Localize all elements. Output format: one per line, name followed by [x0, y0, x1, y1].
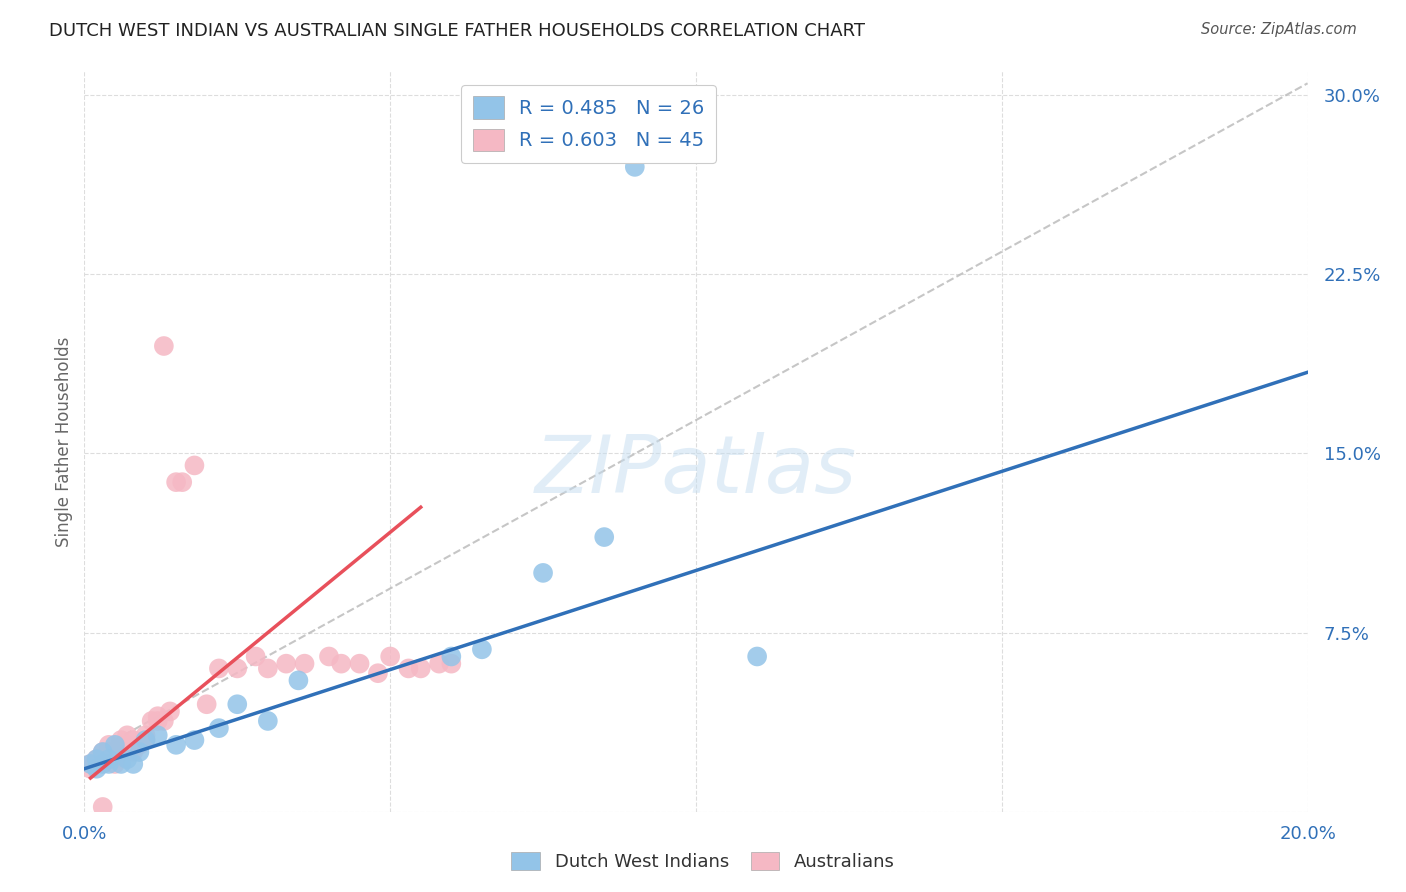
Point — [153, 714, 176, 728]
Point — [104, 738, 127, 752]
Point — [318, 649, 340, 664]
Point — [257, 661, 280, 675]
Text: DUTCH WEST INDIAN VS AUSTRALIAN SINGLE FATHER HOUSEHOLDS CORRELATION CHART: DUTCH WEST INDIAN VS AUSTRALIAN SINGLE F… — [49, 22, 865, 40]
Point — [91, 752, 114, 766]
Point — [531, 566, 554, 580]
Point — [172, 475, 194, 490]
Point — [183, 458, 205, 473]
Point — [440, 649, 463, 664]
Point — [86, 756, 108, 771]
Point — [367, 666, 389, 681]
Point — [471, 642, 494, 657]
Point — [97, 756, 120, 771]
Point — [398, 661, 420, 675]
Point — [110, 733, 132, 747]
Point — [409, 661, 432, 675]
Point — [110, 745, 132, 759]
Point — [141, 714, 163, 728]
Point — [208, 721, 231, 735]
Point — [183, 733, 205, 747]
Point — [115, 728, 138, 742]
Point — [146, 714, 169, 728]
Point — [380, 649, 402, 664]
Point — [91, 800, 114, 814]
Point — [195, 698, 218, 712]
Point — [115, 738, 138, 752]
Point — [97, 745, 120, 759]
Point — [91, 745, 114, 759]
Point — [128, 745, 150, 759]
Point — [91, 745, 114, 759]
Text: ZIPatlas: ZIPatlas — [534, 432, 858, 510]
Point — [153, 339, 176, 353]
Point — [593, 530, 616, 544]
Point — [747, 649, 769, 664]
Point — [122, 756, 145, 771]
Point — [79, 762, 101, 776]
Point — [97, 752, 120, 766]
Point — [146, 728, 169, 742]
Point — [79, 756, 101, 771]
Legend: Dutch West Indians, Australians: Dutch West Indians, Australians — [503, 845, 903, 879]
Point — [226, 661, 249, 675]
Legend: R = 0.485   N = 26, R = 0.603   N = 45: R = 0.485 N = 26, R = 0.603 N = 45 — [461, 85, 716, 162]
Point — [349, 657, 371, 671]
Point — [97, 738, 120, 752]
Y-axis label: Single Father Households: Single Father Households — [55, 336, 73, 547]
Point — [79, 756, 101, 771]
Point — [135, 728, 157, 742]
Point — [294, 657, 316, 671]
Point — [122, 733, 145, 747]
Point — [135, 733, 157, 747]
Point — [122, 745, 145, 759]
Point — [624, 160, 647, 174]
Point — [86, 762, 108, 776]
Point — [86, 752, 108, 766]
Point — [257, 714, 280, 728]
Point — [146, 709, 169, 723]
Point — [104, 756, 127, 771]
Point — [115, 752, 138, 766]
Point — [165, 475, 187, 490]
Point — [440, 657, 463, 671]
Point — [110, 756, 132, 771]
Point — [276, 657, 298, 671]
Point — [91, 756, 114, 771]
Point — [226, 698, 249, 712]
Point — [287, 673, 309, 688]
Point — [330, 657, 353, 671]
Point — [135, 733, 157, 747]
Point — [86, 752, 108, 766]
Point — [208, 661, 231, 675]
Point — [104, 752, 127, 766]
Text: Source: ZipAtlas.com: Source: ZipAtlas.com — [1201, 22, 1357, 37]
Point — [245, 649, 267, 664]
Point — [165, 738, 187, 752]
Point — [427, 657, 450, 671]
Point — [128, 738, 150, 752]
Point — [159, 705, 181, 719]
